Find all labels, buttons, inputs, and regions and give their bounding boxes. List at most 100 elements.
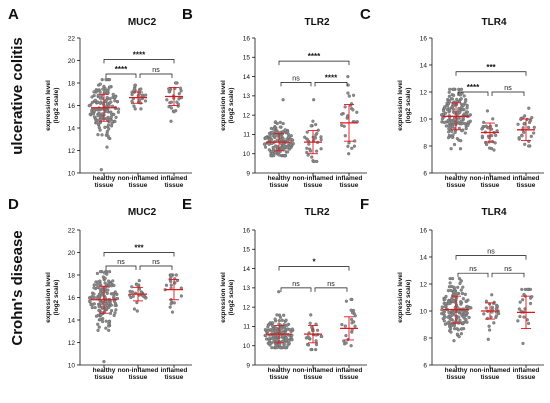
- data-point: [459, 139, 463, 143]
- data-point: [96, 133, 100, 137]
- data-point: [92, 109, 96, 113]
- data-point: [286, 150, 290, 154]
- data-point: [113, 311, 117, 315]
- significance-label: ns: [469, 266, 477, 273]
- data-point: [290, 327, 294, 331]
- data-point: [106, 288, 110, 292]
- data-point: [92, 115, 97, 119]
- data-point: [174, 273, 178, 277]
- panel-letter: D: [8, 196, 19, 213]
- data-point: [172, 110, 176, 114]
- data-point: [447, 100, 452, 104]
- y-tick-label: 16: [420, 35, 428, 42]
- x-tick-label: healthy: [268, 175, 291, 182]
- significance-bracket: [103, 252, 175, 257]
- x-tick-label: tissue: [481, 374, 500, 381]
- data-point: [445, 104, 450, 108]
- y-tick-label: 16: [243, 227, 251, 234]
- data-point: [449, 317, 454, 321]
- data-point: [116, 110, 121, 114]
- data-point: [103, 281, 107, 285]
- x-tick-label: tissue: [304, 182, 323, 189]
- data-point: [464, 99, 468, 103]
- data-point: [93, 305, 97, 310]
- data-point: [486, 126, 491, 130]
- data-point: [484, 299, 489, 303]
- y-tick-label: 14: [68, 125, 76, 132]
- data-point: [497, 311, 501, 316]
- data-point: [319, 137, 323, 142]
- data-point: [447, 94, 452, 98]
- data-point: [105, 145, 109, 149]
- data-point: [458, 318, 462, 322]
- x-tick-label: non-inflamed: [293, 175, 334, 182]
- data-point: [107, 328, 111, 332]
- data-point: [275, 313, 279, 317]
- data-point: [277, 290, 281, 294]
- data-point: [458, 281, 462, 286]
- data-point: [107, 104, 111, 108]
- y-tick-label: 15: [243, 247, 251, 254]
- significance-bracket: [455, 71, 527, 76]
- data-point: [517, 307, 521, 311]
- data-point: [273, 151, 278, 155]
- data-point: [132, 307, 137, 311]
- data-point: [344, 334, 348, 338]
- data-point: [464, 299, 468, 303]
- data-point: [459, 87, 464, 91]
- data-point: [98, 282, 102, 286]
- x-tick-label: inflamed: [336, 175, 363, 182]
- data-point: [98, 90, 102, 94]
- data-point: [447, 120, 451, 124]
- data-point: [343, 105, 347, 109]
- data-point: [527, 106, 531, 110]
- data-point: [106, 301, 111, 305]
- data-point: [303, 135, 307, 139]
- data-point: [307, 142, 311, 146]
- data-point: [447, 302, 451, 306]
- data-point: [112, 112, 116, 117]
- data-point: [107, 127, 111, 131]
- data-point: [444, 294, 448, 299]
- data-point: [492, 321, 496, 325]
- data-point: [288, 328, 292, 332]
- data-point: [269, 138, 274, 142]
- data-point: [443, 105, 447, 109]
- significance-label: ns: [152, 67, 160, 74]
- y-axis-label: (log2 scale): [53, 280, 60, 316]
- data-point: [458, 147, 463, 151]
- panel-d: D MUC2 10 12 14 16 18 20 22 expression level (log2…: [8, 196, 192, 381]
- data-point: [310, 155, 314, 159]
- data-point: [484, 306, 488, 310]
- data-point: [340, 112, 344, 116]
- data-point: [447, 90, 451, 94]
- data-point: [495, 129, 499, 133]
- data-point: [281, 121, 285, 126]
- x-tick-label: tissue: [165, 182, 184, 189]
- x-tick-label: tissue: [270, 374, 289, 381]
- data-point: [490, 293, 494, 297]
- data-point: [282, 313, 286, 317]
- data-point: [528, 287, 533, 291]
- data-point: [452, 290, 456, 294]
- data-point: [93, 98, 98, 102]
- data-point: [457, 315, 461, 319]
- data-point: [177, 92, 181, 96]
- data-point: [143, 99, 148, 103]
- data-point: [305, 146, 309, 150]
- data-point: [465, 320, 469, 324]
- y-tick-label: 14: [243, 74, 251, 81]
- data-point: [97, 305, 101, 309]
- data-point: [309, 313, 313, 317]
- data-point: [312, 98, 316, 102]
- data-point: [523, 142, 527, 146]
- significance-bracket: [280, 82, 312, 87]
- data-point: [284, 336, 288, 340]
- panel-b: B TLR2 9 10 11 12 13 14 15 16 expression level (log…: [182, 6, 367, 189]
- data-point: [285, 323, 289, 327]
- data-point: [355, 110, 359, 114]
- data-point: [270, 346, 274, 350]
- significance-bracket: [103, 59, 175, 64]
- x-tick-label: tissue: [340, 374, 359, 381]
- data-point: [443, 305, 447, 309]
